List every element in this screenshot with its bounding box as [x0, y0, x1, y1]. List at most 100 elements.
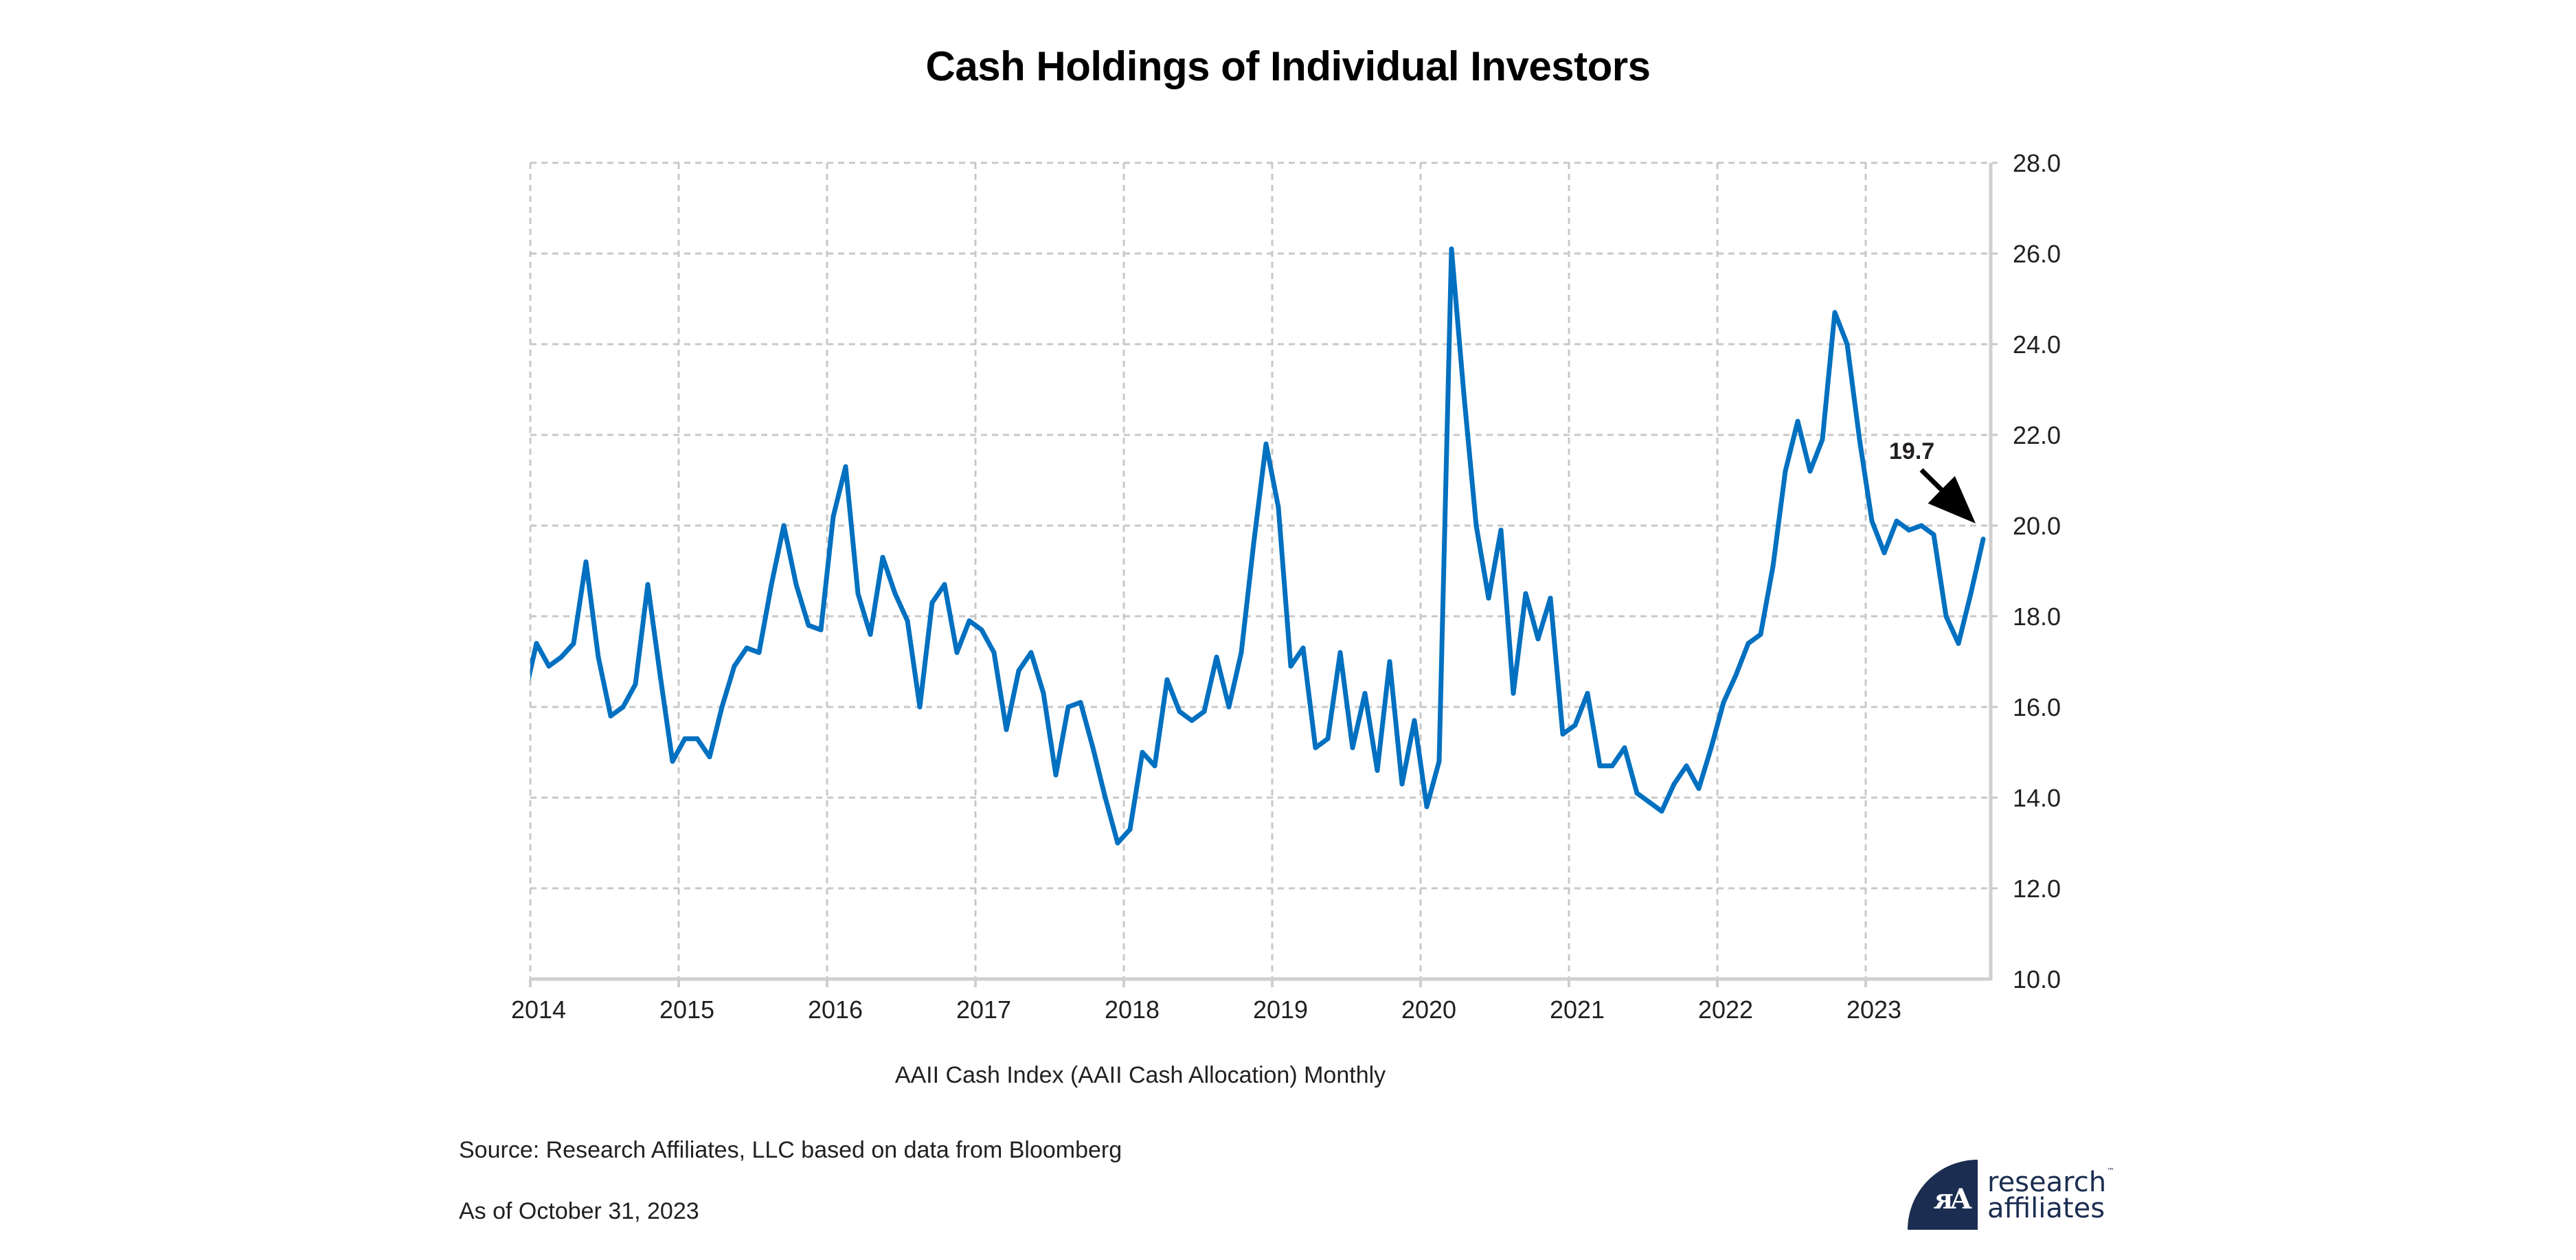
data-point — [1733, 673, 1739, 678]
annotation-arrow — [1919, 468, 1976, 524]
data-point — [1919, 523, 1924, 528]
data-point — [831, 514, 836, 519]
data-point — [868, 631, 873, 637]
y-tick-label: 20.0 — [2013, 512, 2061, 540]
data-point — [793, 582, 799, 587]
data-point — [1572, 722, 1578, 728]
data-point — [1968, 591, 1974, 596]
data-point — [1807, 469, 1813, 474]
data-point — [1424, 804, 1430, 809]
data-point — [1943, 614, 1949, 619]
data-point — [558, 654, 564, 660]
x-tick-label: 2021 — [1550, 995, 1605, 1024]
y-tick-label: 14.0 — [2013, 784, 2061, 812]
x-tick-labels: 2014 2015 2016 2017 2018 2019 2020 2021 2022 2023 — [511, 995, 1901, 1024]
logo-mark-icon: ᴙA — [1908, 1160, 1978, 1230]
data-point — [892, 591, 898, 596]
logo-line-2: affiliates — [1987, 1193, 2105, 1224]
y-tick-label: 18.0 — [2013, 603, 2061, 631]
data-point — [596, 654, 601, 660]
data-point — [1548, 596, 1553, 601]
data-point — [1090, 745, 1096, 750]
x-tick-label: 2018 — [1105, 995, 1160, 1024]
data-point — [967, 618, 972, 624]
data-point — [880, 554, 885, 560]
data-point — [1288, 664, 1293, 669]
x-tick-label: 2020 — [1401, 995, 1456, 1024]
x-tick-label: 2023 — [1846, 995, 1901, 1024]
chart-title: Cash Holdings of Individual Investors — [925, 43, 1651, 89]
horizontal-gridlines — [530, 161, 1998, 890]
y-tick-label: 28.0 — [2013, 149, 2061, 177]
data-point — [1560, 732, 1566, 737]
data-point — [1313, 745, 1318, 750]
data-point — [534, 641, 539, 646]
y-tick-label: 10.0 — [2013, 965, 2061, 993]
logo-wordmark: research affiliates — [1987, 1169, 2106, 1222]
x-tick-label: 2015 — [659, 995, 714, 1024]
x-axis-title: AAII Cash Index (AAII Cash Allocation) M… — [895, 1062, 1386, 1088]
research-affiliates-logo: ᴙA research affiliates ™ — [1908, 1160, 2121, 1231]
data-point — [855, 591, 861, 596]
data-point — [1028, 650, 1034, 655]
data-point — [1795, 418, 1800, 424]
data-point — [1103, 795, 1108, 800]
data-point — [682, 736, 688, 741]
data-point — [1486, 596, 1491, 601]
data-point — [781, 523, 787, 528]
data-point — [694, 736, 700, 741]
data-point — [1659, 809, 1664, 814]
data-point — [1226, 704, 1232, 710]
axes — [530, 163, 1993, 981]
data-point — [1980, 537, 1986, 542]
data-point — [546, 664, 552, 669]
data-point — [522, 695, 527, 700]
data-point — [979, 627, 984, 633]
series-points — [522, 246, 1986, 846]
data-point — [1461, 392, 1467, 397]
data-point — [1894, 518, 1899, 524]
data-point — [1535, 636, 1541, 642]
data-point — [1375, 767, 1380, 773]
data-point — [954, 650, 960, 655]
data-point — [1164, 677, 1170, 682]
data-point — [1350, 745, 1355, 750]
data-point — [1399, 781, 1405, 787]
data-point — [583, 559, 589, 565]
data-point — [1140, 750, 1145, 755]
x-tick-label: 2016 — [808, 995, 863, 1024]
data-point — [1337, 650, 1343, 655]
data-point — [1931, 532, 1936, 537]
data-point — [1214, 654, 1219, 660]
data-point — [1325, 736, 1331, 741]
data-point — [929, 600, 935, 605]
data-point — [1647, 800, 1652, 805]
data-point — [719, 704, 725, 710]
data-point — [942, 582, 947, 587]
annotation-label: 19.7 — [1889, 438, 1934, 464]
data-point — [1449, 246, 1454, 251]
data-point — [917, 704, 923, 710]
data-point — [1857, 437, 1862, 442]
data-point — [1956, 641, 1961, 646]
data-point — [1189, 718, 1195, 723]
y-tick-label: 12.0 — [2013, 875, 2061, 903]
data-point — [1523, 591, 1528, 596]
data-point — [1597, 763, 1603, 769]
source-note: Source: Research Affiliates, LLC based o… — [459, 1137, 1122, 1163]
data-point — [769, 582, 774, 587]
data-point — [571, 641, 576, 646]
x-tick-label: 2022 — [1698, 995, 1753, 1024]
data-point — [1473, 523, 1479, 528]
data-point — [1078, 699, 1083, 705]
data-point — [1609, 763, 1615, 769]
data-point — [991, 650, 997, 655]
data-point — [1127, 826, 1133, 832]
y-tick-labels: 10.0 12.0 14.0 16.0 18.0 20.0 22.0 24.0 26.0 28.0 — [2013, 149, 2061, 993]
data-point — [1882, 550, 1887, 556]
data-point — [707, 754, 712, 760]
trademark-symbol: ™ — [2107, 1167, 2114, 1175]
data-point — [1239, 650, 1244, 655]
data-point — [620, 704, 626, 710]
data-point — [1832, 310, 1838, 315]
